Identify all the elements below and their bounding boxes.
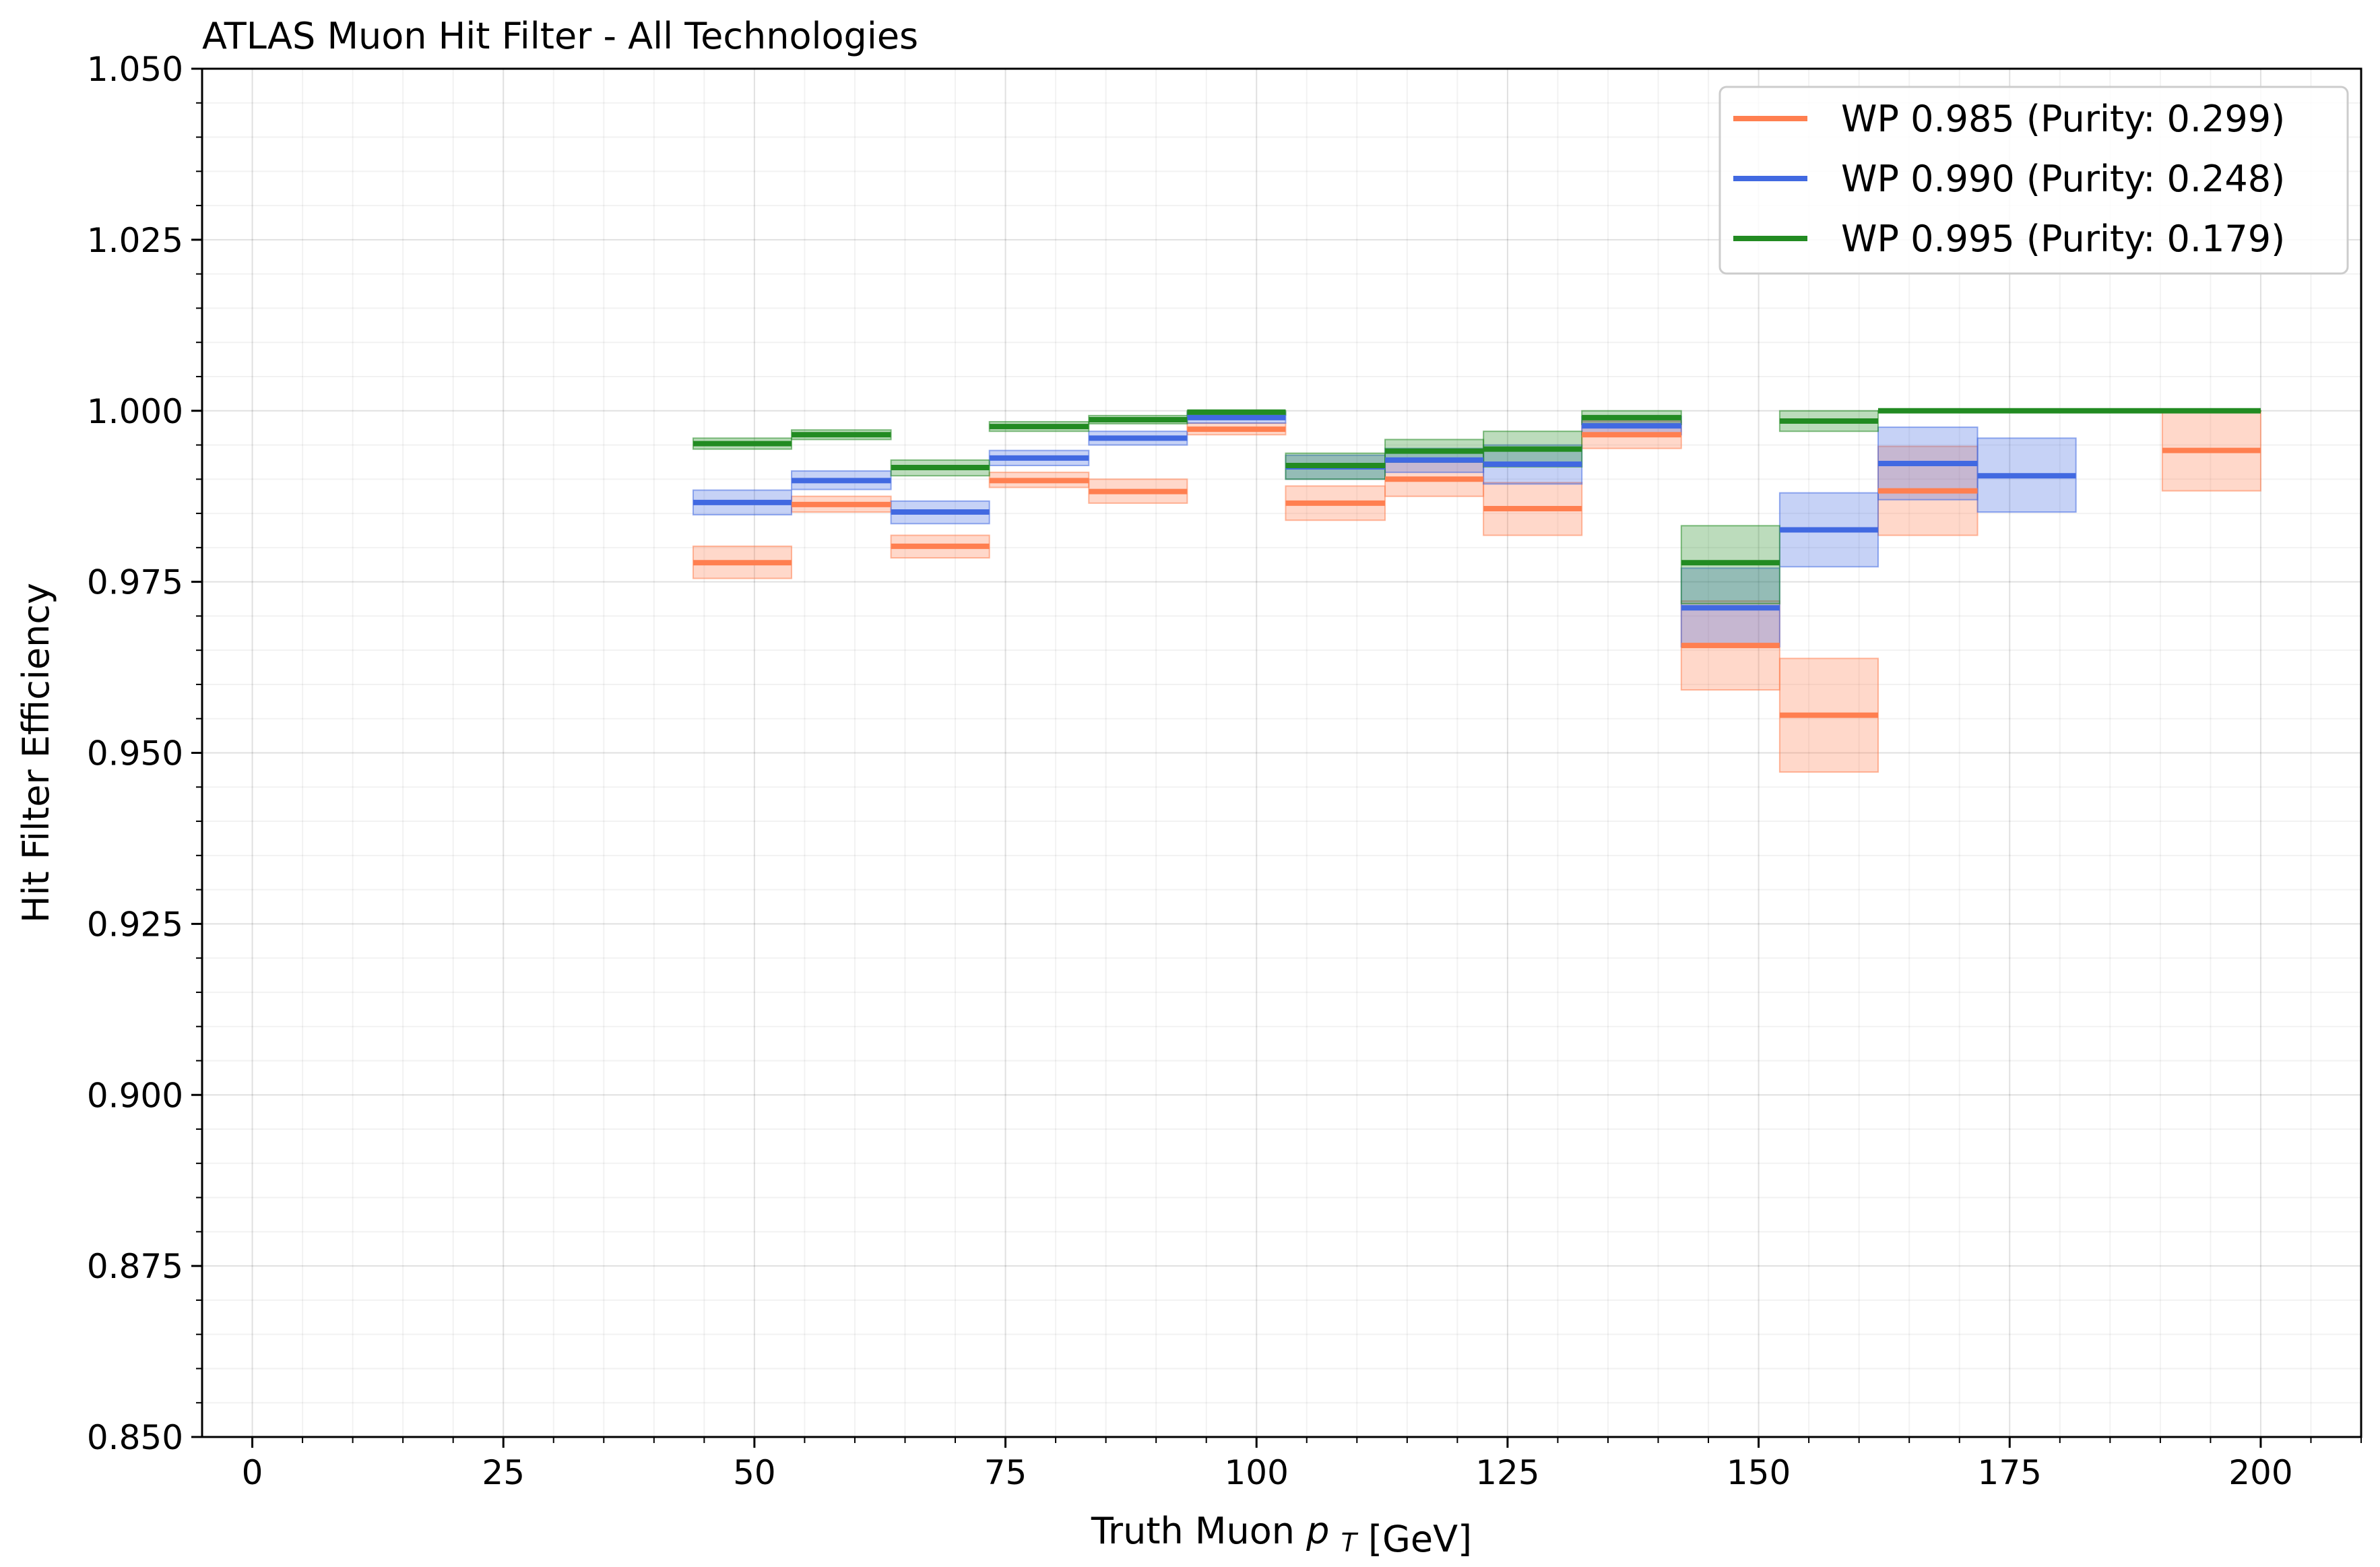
x-tick-label: 175 [1978,1453,2042,1492]
tick-labels: 0 25 50 75 100 125 150 175 200 0.850 0.875 0.900 0.9… [87,50,2293,1492]
chart-title: ATLAS Muon Hit Filter - All Technologies [202,15,918,57]
axis-ticks [191,67,2362,1448]
x-tick-label: 200 [2228,1453,2292,1492]
y-tick-label: 0.875 [87,1247,183,1286]
y-axis-label: Hit Filter Efficiency [15,583,57,923]
x-tick-label: 50 [733,1453,776,1492]
legend-label: WP 0.995 (Purity: 0.179) [1841,218,2285,260]
minor-gridlines [202,69,2362,1437]
y-tick-label: 0.925 [87,905,183,944]
x-axis-label-symbol: p [1306,1510,1329,1552]
x-tick-label: 100 [1225,1453,1289,1492]
x-axis-label-subscript: T [1341,1528,1359,1558]
y-tick-label: 1.050 [87,50,183,89]
y-tick-label: 0.950 [87,734,183,773]
x-tick-label: 150 [1727,1453,1791,1492]
x-tick-label: 0 [242,1453,263,1492]
y-tick-label: 0.850 [87,1418,183,1457]
y-tick-label: 1.025 [87,221,183,260]
legend-label: WP 0.990 (Purity: 0.248) [1841,158,2285,200]
x-tick-label: 75 [984,1453,1027,1492]
x-axis-label-text: Truth Muon [1091,1510,1295,1552]
efficiency-lines [693,408,2261,718]
x-axis-label: Truth Muon p T [GeV] [1091,1510,1472,1560]
x-tick-label: 125 [1475,1453,1539,1492]
legend-box [1718,86,2349,275]
major-gridlines [202,68,2361,1438]
legend: WP 0.985 (Purity: 0.299) WP 0.990 (Purity… [1718,86,2349,275]
x-axis-label-unit: [GeV] [1368,1518,1472,1560]
legend-label: WP 0.985 (Purity: 0.299) [1841,98,2285,140]
y-tick-label: 1.000 [87,392,183,431]
y-tick-label: 0.975 [87,563,183,602]
x-tick-label: 25 [482,1453,525,1492]
y-tick-label: 0.900 [87,1076,183,1115]
